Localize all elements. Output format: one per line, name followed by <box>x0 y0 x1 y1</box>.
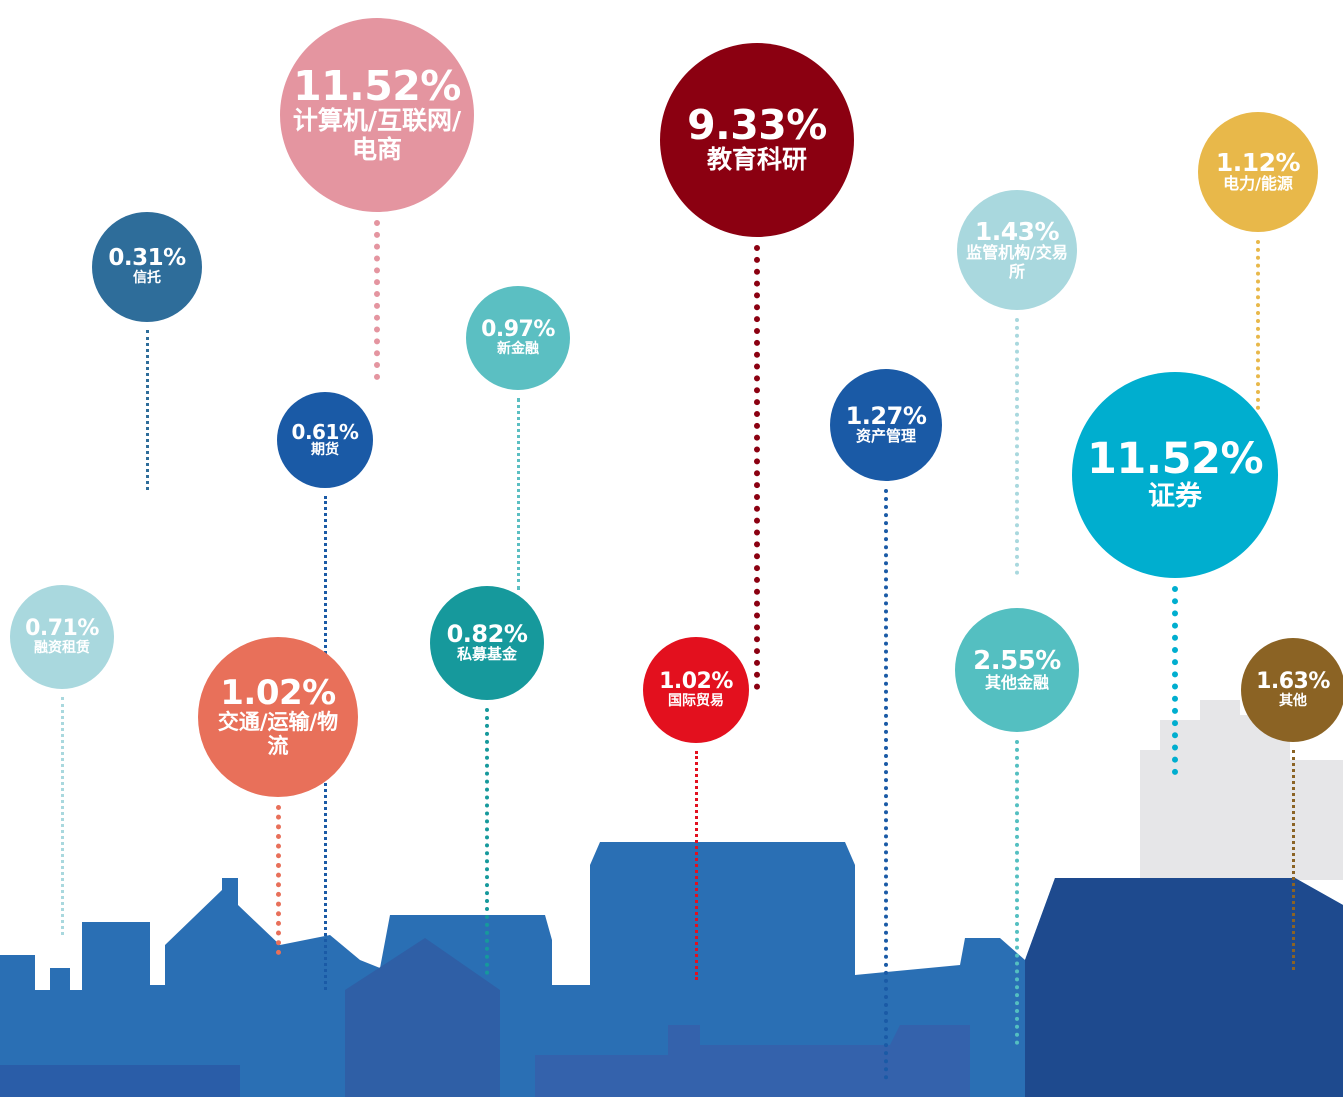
building-row <box>0 842 1343 1097</box>
bubble-value: 2.55% <box>973 645 1061 676</box>
bubble-label: 证券 <box>1148 480 1202 512</box>
dotted-line <box>145 330 149 490</box>
bubble: 0.61% 期货 <box>277 392 373 488</box>
bubble: 1.43% 监管机构/交易所 <box>957 190 1077 310</box>
dotted-line <box>1291 750 1295 970</box>
dotted-line <box>60 697 64 935</box>
bubble-value: 1.12% <box>1215 148 1301 178</box>
bubble-value: 1.02% <box>220 672 336 713</box>
bubble-value: 1.02% <box>659 668 733 694</box>
building <box>535 1025 970 1097</box>
bubble: 1.63% 其他 <box>1241 638 1343 742</box>
bubble-value: 0.31% <box>108 245 186 272</box>
bubble-value: 0.97% <box>481 316 555 342</box>
bubble: 11.52% 证券 <box>1072 372 1278 578</box>
bubble-value: 11.52% <box>293 61 461 110</box>
dotted-line <box>694 751 698 980</box>
bubble-value: 0.61% <box>291 419 359 444</box>
building <box>0 1065 240 1097</box>
bubble-label: 教育科研 <box>706 145 807 175</box>
bubble: 1.27% 资产管理 <box>830 369 942 481</box>
bubble: 2.55% 其他金融 <box>955 608 1079 732</box>
bubble: 0.97% 新金融 <box>466 286 570 390</box>
dotted-line <box>1015 740 1019 1045</box>
dotted-line <box>1256 240 1260 410</box>
dotted-line <box>275 805 281 955</box>
bubble-label: 国际贸易 <box>668 692 724 709</box>
dotted-line <box>516 398 520 590</box>
bubble-label: 电力/能源 <box>1223 174 1293 194</box>
bubble-value: 1.63% <box>1256 668 1330 694</box>
dotted-line <box>1172 586 1178 775</box>
bubble-label: 融资租赁 <box>34 639 90 656</box>
bubble-value: 1.27% <box>845 402 927 431</box>
bubble-value: 11.52% <box>1086 433 1264 484</box>
bubble-label: 交通/运输/物流 <box>217 709 339 758</box>
bubble-label: 其他 <box>1279 692 1307 709</box>
bubble-label: 计算机/互联网/电商 <box>292 105 462 164</box>
bubble: 0.71% 融资租赁 <box>10 585 114 689</box>
dotted-line <box>884 489 888 1080</box>
bubble-value: 1.43% <box>974 217 1060 247</box>
bubble: 0.82% 私募基金 <box>430 586 544 700</box>
bubble-label: 新金融 <box>497 340 539 357</box>
bubble: 1.02% 国际贸易 <box>643 637 749 743</box>
dotted-line <box>485 708 489 975</box>
bubble-label: 监管机构/交易所 <box>966 243 1068 281</box>
bubble: 1.12% 电力/能源 <box>1198 112 1318 232</box>
bubble: 0.31% 信托 <box>92 212 202 322</box>
bubble-label: 资产管理 <box>855 427 916 446</box>
dotted-line <box>754 245 760 690</box>
dotted-line <box>1015 318 1019 575</box>
bubble: 9.33% 教育科研 <box>660 43 854 237</box>
dotted-line <box>374 220 380 380</box>
bubble-value: 0.71% <box>25 615 99 641</box>
building <box>345 938 500 1097</box>
bubble: 11.52% 计算机/互联网/电商 <box>280 18 474 212</box>
building <box>1025 878 1343 1097</box>
bubble-label: 期货 <box>311 441 339 458</box>
bubble-label: 私募基金 <box>456 645 517 664</box>
bubble: 1.02% 交通/运输/物流 <box>198 637 358 797</box>
bubble-label: 其他金融 <box>984 672 1049 692</box>
bubble-value: 0.82% <box>446 620 528 649</box>
bubble-value: 9.33% <box>687 101 827 150</box>
bubble-label: 信托 <box>133 270 161 287</box>
